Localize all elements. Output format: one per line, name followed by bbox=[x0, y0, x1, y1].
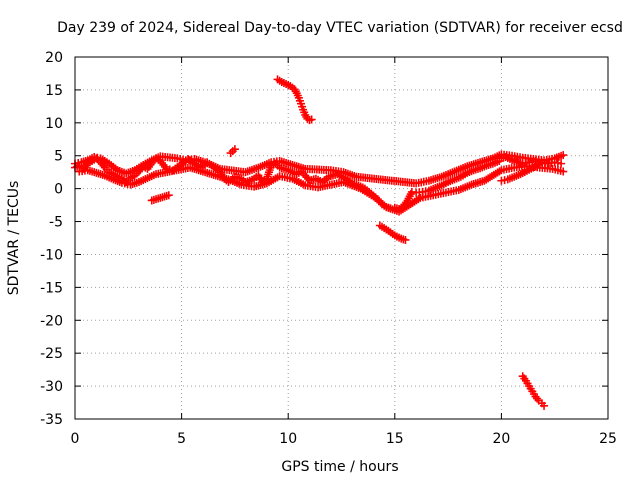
data-point bbox=[559, 151, 568, 160]
y-tick-label: 20 bbox=[45, 50, 63, 66]
data-point bbox=[540, 401, 549, 410]
data-point bbox=[557, 159, 566, 168]
y-tick-label: -15 bbox=[40, 280, 63, 296]
series-late-branch-20-22h bbox=[497, 159, 544, 185]
y-tick-label: -20 bbox=[40, 313, 63, 329]
series-upper-band bbox=[71, 150, 568, 188]
series-spike-4h bbox=[147, 191, 173, 205]
series-offset-segment-21-5h bbox=[518, 372, 549, 410]
series-offset-segment-15h bbox=[375, 221, 410, 244]
data-point bbox=[230, 145, 239, 154]
y-axis-ticks: 20 15 10 5 0 -5 -10 -15 -20 -25 -30 -35 bbox=[40, 50, 608, 428]
y-tick-label: -25 bbox=[40, 346, 63, 362]
y-tick-label: -35 bbox=[40, 412, 63, 428]
y-tick-label: 0 bbox=[54, 182, 63, 198]
x-tick-label: 5 bbox=[177, 431, 186, 447]
y-tick-label: -30 bbox=[40, 379, 63, 395]
plot-frame bbox=[74, 56, 609, 420]
x-tick-label: 10 bbox=[279, 431, 297, 447]
y-axis-label: SDTVAR / TECUs bbox=[6, 181, 22, 296]
series-spike-7-4h bbox=[226, 145, 239, 158]
grid bbox=[75, 57, 608, 419]
y-tick-label: 10 bbox=[45, 116, 63, 132]
series-offset-segment-10h bbox=[273, 75, 316, 125]
data-point bbox=[559, 167, 568, 176]
series-lower-band bbox=[75, 162, 568, 216]
x-tick-label: 15 bbox=[386, 431, 404, 447]
x-tick-label: 25 bbox=[599, 431, 617, 447]
y-tick-label: 15 bbox=[45, 83, 63, 99]
data-points bbox=[71, 75, 568, 410]
x-axis-label: GPS time / hours bbox=[281, 459, 398, 475]
chart-title: Day 239 of 2024, Sidereal Day-to-day VTE… bbox=[57, 20, 623, 36]
data-point bbox=[401, 235, 410, 244]
x-tick-label: 20 bbox=[492, 431, 510, 447]
x-tick-label: 0 bbox=[71, 431, 80, 447]
y-tick-label: 5 bbox=[54, 149, 63, 165]
y-tick-label: -10 bbox=[40, 247, 63, 263]
data-point bbox=[164, 191, 173, 200]
x-axis-ticks: 0 5 10 15 20 25 bbox=[71, 57, 617, 447]
data-point bbox=[535, 159, 544, 168]
y-tick-label: -5 bbox=[49, 215, 63, 231]
data-point bbox=[307, 115, 316, 124]
